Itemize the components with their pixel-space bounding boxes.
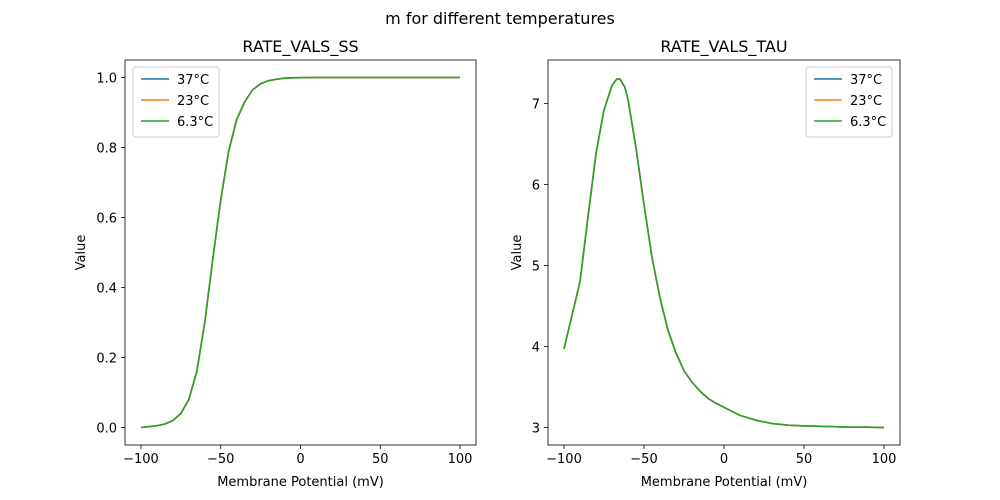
tau-legend-box [805,66,893,138]
figure-title: m for different temperatures [385,9,615,28]
ss-series-line-2 [140,76,461,429]
ss-y-tick-label: 0.8 [96,142,117,157]
tau-legend: 37°C 23°C 6.3°C [805,66,893,138]
ss-x-tick-label: 50 [372,452,389,467]
ss-legend-box [132,66,220,138]
ss-legend-label-1: 23°C [177,94,209,109]
ss-x-tick-label: 100 [448,452,473,467]
ss-y-tick-label: 0.2 [96,352,117,367]
ss-x-tick-label: 0 [296,452,304,467]
ss-y-tick-label: 0.4 [96,282,117,297]
tau-legend-label-2: 6.3°C [850,115,886,130]
tau-y-tick-label: 5 [532,259,540,274]
ss-plot-title: RATE_VALS_SS [242,37,358,57]
tau-x-tick-label: −100 [546,452,582,467]
tau-y-tick-label: 4 [532,341,540,356]
ss-legend-label-2: 6.3°C [177,115,213,130]
tau-series-line-2 [563,78,885,429]
tau-y-tick-label: 6 [532,178,540,193]
tau-x-axis-label: Membrane Potential (mV) [641,475,808,490]
ss-x-axis-label: Membrane Potential (mV) [217,475,384,490]
tau-y-tick-label: 3 [532,422,540,437]
ss-legend: 37°C 23°C 6.3°C [132,66,220,138]
ss-y-tick-label: 0.6 [96,212,117,227]
ss-legend-label-0: 37°C [177,73,209,88]
ss-x-tick-label: −50 [207,452,234,467]
tau-x-tick-label: −50 [630,452,657,467]
ss-y-tick-label: 1.0 [96,72,117,87]
tau-plot-title: RATE_VALS_TAU [660,37,787,57]
tau-x-tick-label: 100 [872,452,897,467]
tau-subplot: RATE_VALS_TAU Membrane Potential (mV) Va… [510,37,901,490]
tau-x-tick-label: 50 [796,452,813,467]
tau-y-tick-label: 7 [532,97,540,112]
tau-legend-label-0: 37°C [850,73,882,88]
ss-x-tick-label: −100 [123,452,159,467]
ss-subplot: RATE_VALS_SS Membrane Potential (mV) Val… [74,37,477,490]
tau-y-axis-label: Value [510,235,525,271]
ss-y-axis-label: Value [74,235,89,271]
ss-y-tick-label: 0.0 [96,422,117,437]
tau-legend-label-1: 23°C [850,94,882,109]
tau-x-tick-label: 0 [720,452,728,467]
